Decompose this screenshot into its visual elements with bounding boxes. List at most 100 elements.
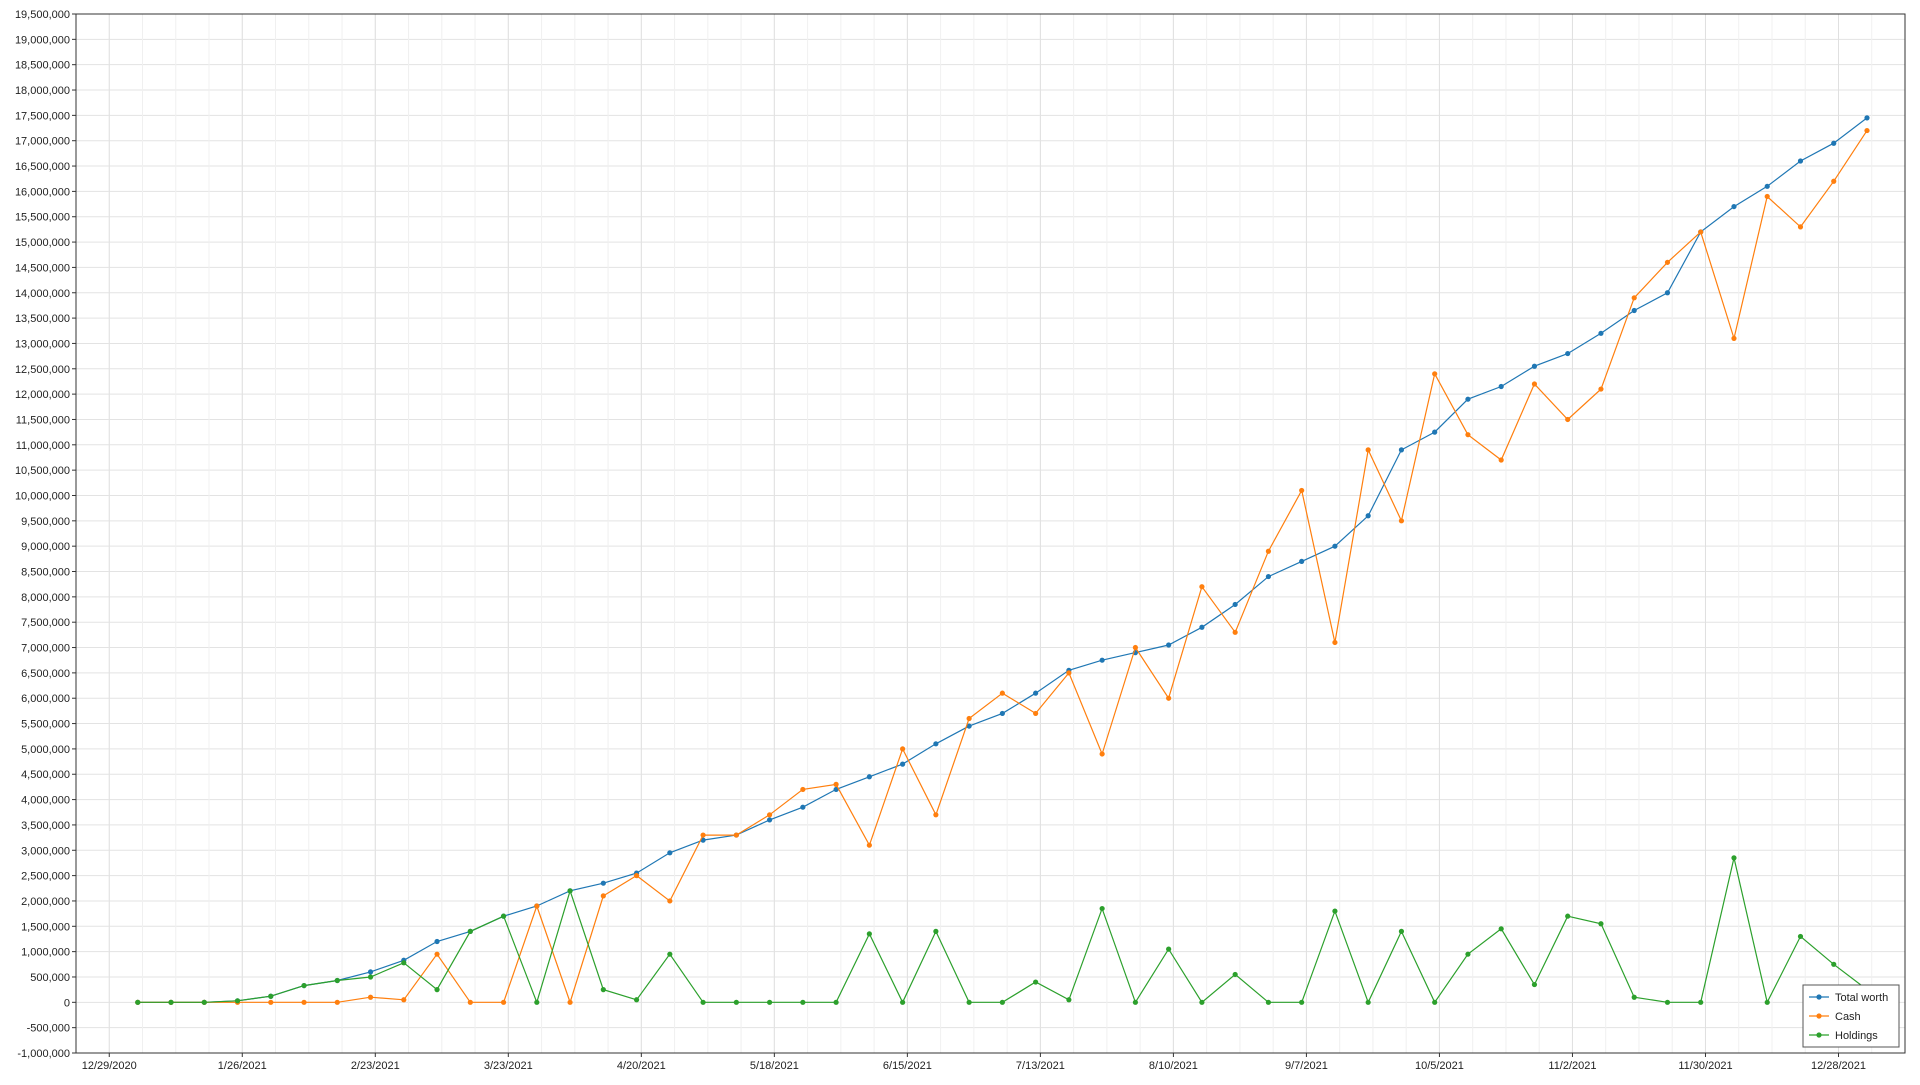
legend-item-cash: Cash bbox=[1809, 1011, 1861, 1023]
legend-marker-cash bbox=[1816, 1013, 1822, 1019]
y-tick-label: 8,000,000 bbox=[21, 592, 70, 604]
data-point-total-worth bbox=[1664, 290, 1671, 296]
series-lines bbox=[135, 115, 1870, 1005]
x-tick-label: 1/26/2021 bbox=[218, 1060, 267, 1072]
data-point-holdings bbox=[1232, 971, 1238, 978]
y-tick-label: 9,000,000 bbox=[21, 541, 70, 553]
y-tick-label: 500,000 bbox=[30, 972, 70, 984]
y-tick-label: 12,000,000 bbox=[15, 389, 70, 401]
data-point-holdings bbox=[1731, 855, 1737, 861]
data-point-cash bbox=[1698, 229, 1704, 235]
data-point-holdings bbox=[168, 999, 174, 1005]
y-tick-label: 19,000,000 bbox=[15, 34, 70, 46]
data-point-holdings bbox=[500, 913, 507, 919]
data-point-holdings bbox=[700, 999, 706, 1005]
y-tick-label: 18,000,000 bbox=[15, 85, 70, 97]
y-tick-label: 7,000,000 bbox=[21, 643, 70, 655]
data-point-holdings bbox=[1265, 999, 1272, 1005]
y-tick-label: 17,000,000 bbox=[15, 136, 70, 148]
data-point-holdings bbox=[733, 999, 739, 1005]
data-point-cash bbox=[1398, 518, 1405, 524]
x-tick-label: 11/2/2021 bbox=[1548, 1060, 1596, 1072]
y-tick-label: -500,000 bbox=[27, 1023, 70, 1035]
x-tick-label: 2/23/2021 bbox=[351, 1060, 400, 1072]
data-point-total-worth bbox=[1565, 350, 1571, 357]
data-point-cash bbox=[534, 903, 540, 909]
data-point-holdings bbox=[1432, 999, 1438, 1005]
legend-item-holdings: Holdings bbox=[1809, 1030, 1878, 1042]
data-point-holdings bbox=[401, 960, 407, 966]
y-tick-label: 1,000,000 bbox=[21, 947, 70, 959]
y-tick-label: 3,500,000 bbox=[21, 820, 70, 832]
y-tick-label: 2,500,000 bbox=[21, 871, 70, 883]
y-axis: -1,000,000 -500,000 0 500,000 1,000,000 1,500… bbox=[15, 9, 76, 1060]
legend-marker-holdings bbox=[1816, 1032, 1822, 1038]
data-point-cash bbox=[999, 690, 1005, 696]
data-point-cash bbox=[1631, 295, 1637, 301]
data-point-total-worth bbox=[966, 723, 972, 729]
data-point-holdings bbox=[800, 999, 806, 1005]
data-point-cash bbox=[1199, 584, 1205, 590]
data-point-cash bbox=[866, 842, 872, 848]
data-point-cash bbox=[1831, 178, 1837, 184]
y-tick-label: 1,500,000 bbox=[21, 921, 70, 933]
data-point-total-worth bbox=[1432, 429, 1438, 435]
data-point-cash bbox=[667, 898, 673, 904]
data-point-holdings bbox=[367, 974, 374, 980]
data-point-holdings bbox=[633, 997, 640, 1003]
data-point-cash bbox=[766, 812, 773, 818]
y-tick-label: 16,500,000 bbox=[15, 161, 70, 173]
data-point-cash bbox=[1565, 416, 1571, 423]
y-tick-label: 19,500,000 bbox=[15, 9, 70, 21]
data-point-cash bbox=[1864, 127, 1870, 134]
data-point-cash bbox=[1132, 644, 1138, 651]
data-point-cash bbox=[434, 951, 440, 957]
data-point-cash bbox=[1465, 432, 1471, 438]
data-point-total-worth bbox=[833, 786, 839, 793]
y-tick-label: 0 bbox=[64, 997, 70, 1009]
y-tick-label: 14,000,000 bbox=[15, 288, 70, 300]
x-tick-label: 4/20/2021 bbox=[617, 1060, 666, 1072]
data-point-total-worth bbox=[1465, 396, 1471, 402]
data-point-cash bbox=[600, 893, 606, 899]
legend-label-holdings: Holdings bbox=[1835, 1030, 1878, 1042]
series-line-holdings bbox=[137, 857, 1868, 1005]
data-point-total-worth bbox=[1531, 363, 1538, 369]
gridlines bbox=[75, 13, 1906, 1054]
data-point-holdings bbox=[1698, 999, 1704, 1005]
series-line-total-worth bbox=[137, 117, 1868, 1003]
data-point-holdings bbox=[1299, 999, 1305, 1005]
data-point-holdings bbox=[1332, 908, 1338, 914]
y-tick-label: 12,500,000 bbox=[15, 364, 70, 376]
data-point-holdings bbox=[434, 987, 440, 993]
data-point-total-worth bbox=[1199, 624, 1205, 630]
data-point-cash bbox=[301, 999, 307, 1005]
data-point-cash bbox=[833, 781, 839, 787]
y-tick-label: 17,500,000 bbox=[15, 110, 70, 122]
y-tick-label: -1,000,000 bbox=[17, 1048, 70, 1060]
x-tick-label: 7/13/2021 bbox=[1016, 1060, 1065, 1072]
data-point-holdings bbox=[1764, 999, 1770, 1005]
x-tick-label: 3/23/2021 bbox=[484, 1060, 533, 1072]
data-point-total-worth bbox=[1398, 447, 1405, 453]
data-point-total-worth bbox=[1232, 601, 1238, 608]
y-tick-label: 3,000,000 bbox=[21, 845, 70, 857]
x-tick-label: 9/7/2021 bbox=[1285, 1060, 1328, 1072]
data-point-cash bbox=[633, 873, 640, 879]
data-point-holdings bbox=[933, 928, 939, 934]
data-point-total-worth bbox=[1166, 642, 1172, 648]
data-point-holdings bbox=[900, 999, 906, 1005]
data-point-holdings bbox=[600, 987, 606, 993]
data-point-total-worth bbox=[1265, 573, 1272, 580]
data-point-holdings bbox=[1099, 905, 1105, 912]
y-tick-label: 13,500,000 bbox=[15, 313, 70, 325]
data-point-holdings bbox=[1664, 999, 1671, 1005]
data-point-holdings bbox=[1531, 981, 1538, 988]
data-point-holdings bbox=[334, 977, 340, 984]
series-line-cash bbox=[137, 130, 1868, 1005]
x-tick-label: 11/30/2021 bbox=[1678, 1060, 1732, 1072]
data-point-cash bbox=[1365, 447, 1371, 453]
data-point-total-worth bbox=[1365, 513, 1371, 519]
x-axis: 12/29/2020 1/26/2021 2/23/2021 3/23/2021 4/2… bbox=[82, 1053, 1866, 1072]
data-point-total-worth bbox=[1332, 543, 1338, 549]
